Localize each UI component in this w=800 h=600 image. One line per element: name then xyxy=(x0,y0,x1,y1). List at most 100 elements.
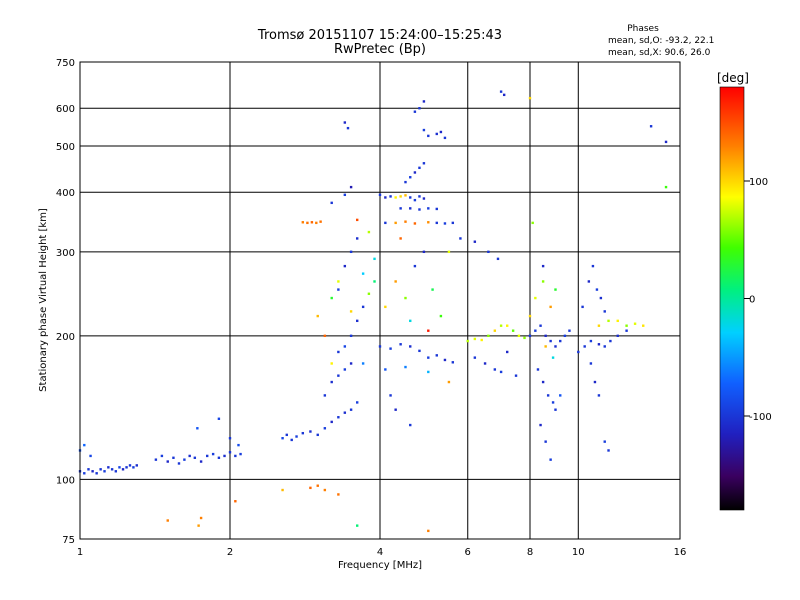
data-point xyxy=(466,339,469,343)
data-point xyxy=(534,296,537,300)
data-point xyxy=(378,345,382,348)
data-point xyxy=(418,349,421,353)
data-point xyxy=(541,380,545,384)
data-point xyxy=(404,180,407,184)
data-point xyxy=(404,296,407,300)
phase-legend-x: mean, sd,X: 90.6, 26.0 xyxy=(608,48,711,58)
data-point xyxy=(536,368,540,371)
data-point xyxy=(597,343,601,346)
data-point xyxy=(343,345,347,348)
data-point xyxy=(349,310,353,313)
data-point xyxy=(290,438,293,442)
data-point xyxy=(514,374,518,377)
data-point xyxy=(505,350,509,354)
data-point xyxy=(91,470,94,473)
data-point xyxy=(496,257,500,261)
data-point xyxy=(166,519,169,522)
data-point xyxy=(541,280,545,283)
data-point xyxy=(422,250,426,254)
data-point xyxy=(114,470,118,473)
data-point xyxy=(355,524,359,527)
data-point xyxy=(539,324,542,327)
data-point xyxy=(323,427,327,430)
colorbar-ticks: 100 0 -100 xyxy=(744,177,772,423)
data-point xyxy=(568,329,571,332)
x-tick-label: 2 xyxy=(227,547,233,558)
data-point xyxy=(589,339,593,343)
data-point xyxy=(459,237,462,240)
data-point xyxy=(103,470,106,473)
data-point xyxy=(418,208,421,211)
data-point xyxy=(337,493,340,496)
data-point xyxy=(511,329,515,332)
data-point xyxy=(228,451,232,454)
data-point xyxy=(427,370,430,374)
data-point xyxy=(196,427,199,430)
phase-legend-title: Phases xyxy=(627,24,659,34)
data-point xyxy=(394,196,397,199)
data-point xyxy=(349,250,353,254)
data-point xyxy=(367,292,371,295)
data-point xyxy=(125,466,128,469)
data-point xyxy=(443,222,447,225)
data-point xyxy=(337,416,340,419)
data-point xyxy=(413,264,417,268)
data-point xyxy=(223,454,226,458)
data-point xyxy=(309,486,312,490)
data-point xyxy=(544,440,547,443)
data-point xyxy=(285,433,288,437)
data-point xyxy=(422,162,426,165)
data-point xyxy=(473,356,477,359)
data-point xyxy=(409,345,412,348)
data-point xyxy=(361,305,365,309)
data-point xyxy=(418,195,421,198)
chart-subtitle: RwPretec (Bp) xyxy=(334,42,426,57)
data-point xyxy=(404,365,407,369)
data-point xyxy=(121,468,125,471)
plot-frame xyxy=(79,61,681,540)
data-point xyxy=(87,468,90,471)
data-point xyxy=(595,288,599,291)
data-point xyxy=(323,394,327,397)
data-point xyxy=(563,334,567,338)
data-point xyxy=(394,280,397,283)
data-point xyxy=(361,362,365,365)
grid-lines xyxy=(80,62,680,539)
data-point xyxy=(384,305,387,309)
data-point xyxy=(188,454,191,458)
colorbar-tick-label: 0 xyxy=(749,295,755,306)
data-point xyxy=(435,207,438,211)
data-point xyxy=(349,408,353,411)
data-point xyxy=(544,334,547,338)
data-point xyxy=(577,350,580,354)
data-point xyxy=(197,524,200,527)
data-point xyxy=(337,350,340,354)
data-point xyxy=(607,449,610,452)
data-point xyxy=(528,96,532,100)
data-point xyxy=(295,435,298,438)
data-point xyxy=(435,221,438,225)
x-axis-label: Frequency [MHz] xyxy=(338,560,422,571)
colorbar-tick-label: -100 xyxy=(749,412,772,423)
data-point xyxy=(404,220,407,223)
data-point xyxy=(559,394,562,397)
data-point xyxy=(343,411,347,414)
data-point xyxy=(603,440,606,443)
data-point xyxy=(384,368,387,371)
data-point xyxy=(473,337,477,341)
data-point xyxy=(409,176,412,179)
data-point xyxy=(418,107,421,110)
data-point xyxy=(343,368,347,371)
data-point xyxy=(349,362,353,365)
data-point xyxy=(281,437,284,440)
data-point xyxy=(554,408,557,411)
data-point xyxy=(422,197,426,200)
data-point xyxy=(330,362,333,365)
data-point xyxy=(413,198,417,202)
data-point xyxy=(355,218,359,222)
data-point xyxy=(599,296,603,300)
data-point xyxy=(664,185,668,189)
data-point xyxy=(205,454,209,458)
data-point xyxy=(546,394,550,397)
data-point xyxy=(427,356,430,359)
